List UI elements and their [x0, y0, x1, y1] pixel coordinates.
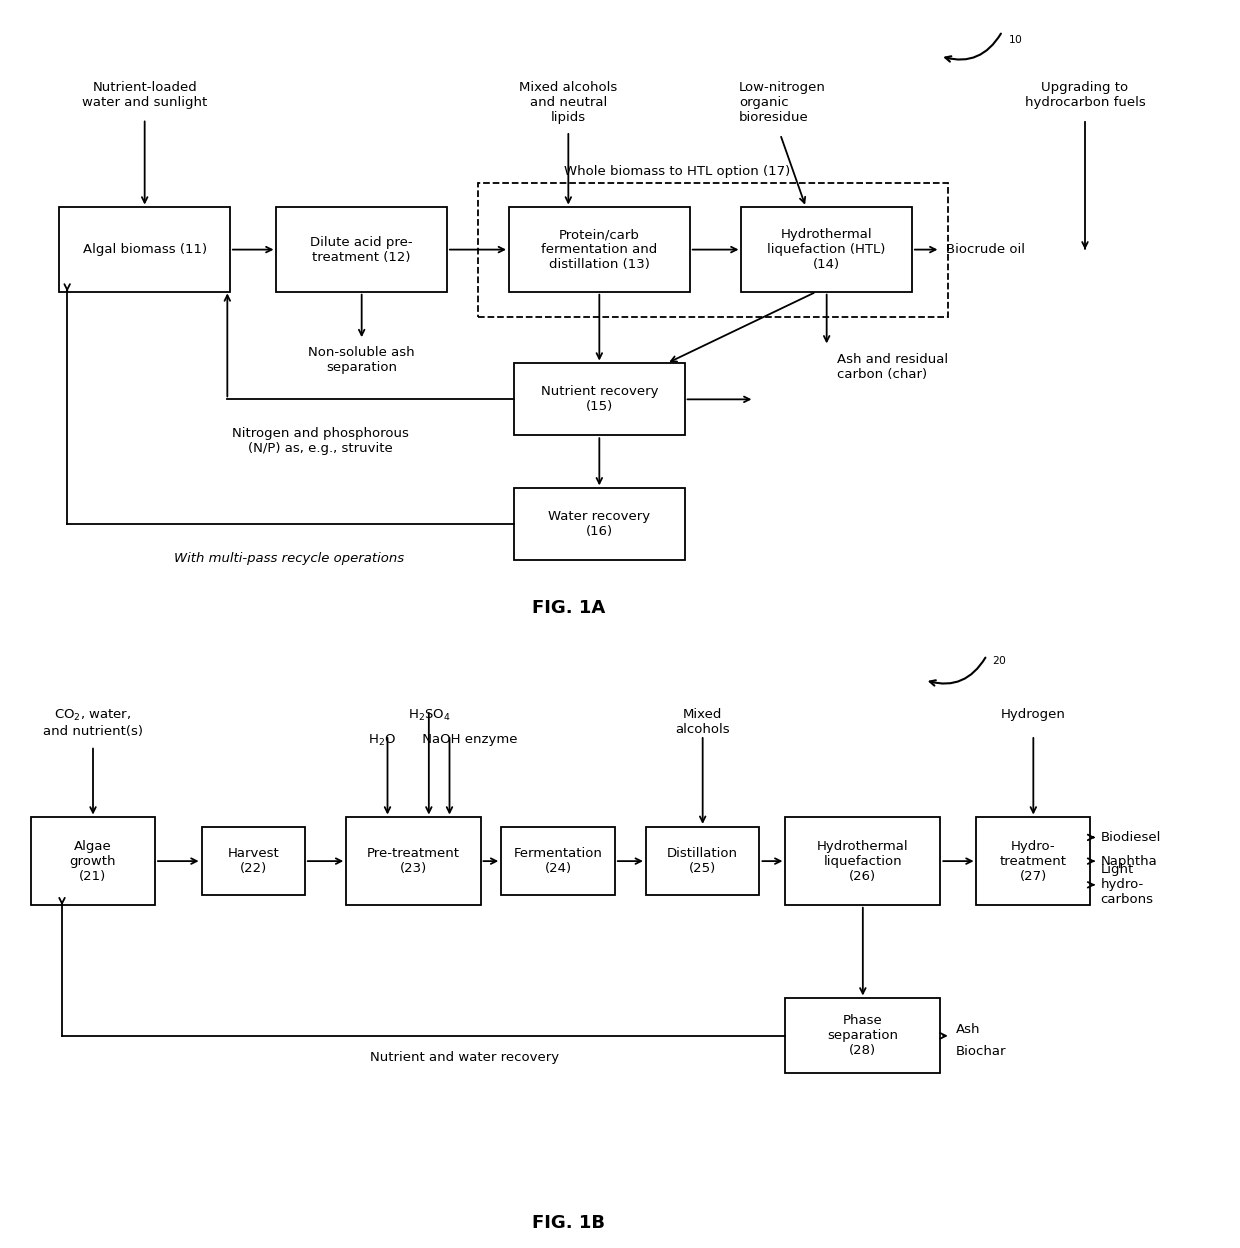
- Bar: [785, 817, 940, 905]
- Text: Biocrude oil: Biocrude oil: [945, 243, 1024, 256]
- Text: Phase
separation
(28): Phase separation (28): [827, 1015, 898, 1057]
- Bar: [201, 826, 305, 896]
- Text: Non-soluble ash
separation: Non-soluble ash separation: [309, 346, 415, 374]
- Bar: [31, 817, 155, 905]
- Bar: [346, 817, 481, 905]
- Text: Upgrading to
hydrocarbon fuels: Upgrading to hydrocarbon fuels: [1024, 81, 1146, 109]
- Text: Mixed alcohols
and neutral
lipids: Mixed alcohols and neutral lipids: [520, 81, 618, 124]
- Text: Nitrogen and phosphorous
(N/P) as, e.g., struvite: Nitrogen and phosphorous (N/P) as, e.g.,…: [232, 427, 409, 456]
- Text: Fermentation
(24): Fermentation (24): [513, 847, 603, 875]
- Text: Ash and residual
carbon (char): Ash and residual carbon (char): [837, 352, 949, 381]
- Bar: [785, 998, 940, 1073]
- Text: Hydrothermal
liquefaction
(26): Hydrothermal liquefaction (26): [817, 840, 909, 882]
- Bar: [976, 817, 1090, 905]
- Text: NaOH enzyme: NaOH enzyme: [418, 733, 518, 746]
- Text: Harvest
(22): Harvest (22): [227, 847, 279, 875]
- Bar: [477, 182, 949, 317]
- Text: Nutrient recovery
(15): Nutrient recovery (15): [541, 386, 658, 413]
- Bar: [508, 207, 689, 292]
- Text: Whole biomass to HTL option (17): Whole biomass to HTL option (17): [564, 165, 790, 177]
- Text: With multi-pass recycle operations: With multi-pass recycle operations: [175, 552, 404, 565]
- Text: Biodiesel: Biodiesel: [1101, 831, 1161, 844]
- Bar: [277, 207, 446, 292]
- Text: Low-nitrogen
organic
bioresidue: Low-nitrogen organic bioresidue: [739, 81, 826, 124]
- Text: FIG. 1A: FIG. 1A: [532, 599, 605, 618]
- Text: Pre-treatment
(23): Pre-treatment (23): [367, 847, 460, 875]
- Text: CO$_2$, water,
and nutrient(s): CO$_2$, water, and nutrient(s): [43, 708, 143, 739]
- Text: H$_2$SO$_4$: H$_2$SO$_4$: [408, 708, 450, 724]
- Text: Algae
growth
(21): Algae growth (21): [69, 840, 117, 882]
- Text: $^{20}$: $^{20}$: [992, 656, 1007, 673]
- Text: Light
hydro-
carbons: Light hydro- carbons: [1101, 864, 1153, 906]
- Text: H$_2$O: H$_2$O: [368, 733, 397, 749]
- Text: Algal biomass (11): Algal biomass (11): [83, 243, 207, 256]
- Text: FIG. 1B: FIG. 1B: [532, 1214, 605, 1232]
- Text: Nutrient and water recovery: Nutrient and water recovery: [371, 1051, 559, 1065]
- Text: Dilute acid pre-
treatment (12): Dilute acid pre- treatment (12): [310, 236, 413, 263]
- Text: Biochar: Biochar: [956, 1045, 1007, 1058]
- Bar: [515, 488, 684, 560]
- Text: $^{10}$: $^{10}$: [1007, 36, 1023, 51]
- Bar: [60, 207, 229, 292]
- Text: Hydrothermal
liquefaction (HTL)
(14): Hydrothermal liquefaction (HTL) (14): [768, 228, 885, 271]
- Bar: [742, 207, 911, 292]
- Text: Distillation
(25): Distillation (25): [667, 847, 738, 875]
- Bar: [501, 826, 615, 896]
- Text: Ash: Ash: [956, 1023, 981, 1036]
- Bar: [646, 826, 759, 896]
- Text: Mixed
alcohols: Mixed alcohols: [676, 708, 730, 736]
- Text: Naphtha: Naphtha: [1101, 855, 1157, 867]
- Text: Nutrient-loaded
water and sunlight: Nutrient-loaded water and sunlight: [82, 81, 207, 109]
- Text: Protein/carb
fermentation and
distillation (13): Protein/carb fermentation and distillati…: [541, 228, 657, 271]
- Text: Hydro-
treatment
(27): Hydro- treatment (27): [999, 840, 1066, 882]
- Bar: [515, 363, 684, 436]
- Text: Water recovery
(16): Water recovery (16): [548, 510, 651, 538]
- Text: Hydrogen: Hydrogen: [1001, 708, 1065, 721]
